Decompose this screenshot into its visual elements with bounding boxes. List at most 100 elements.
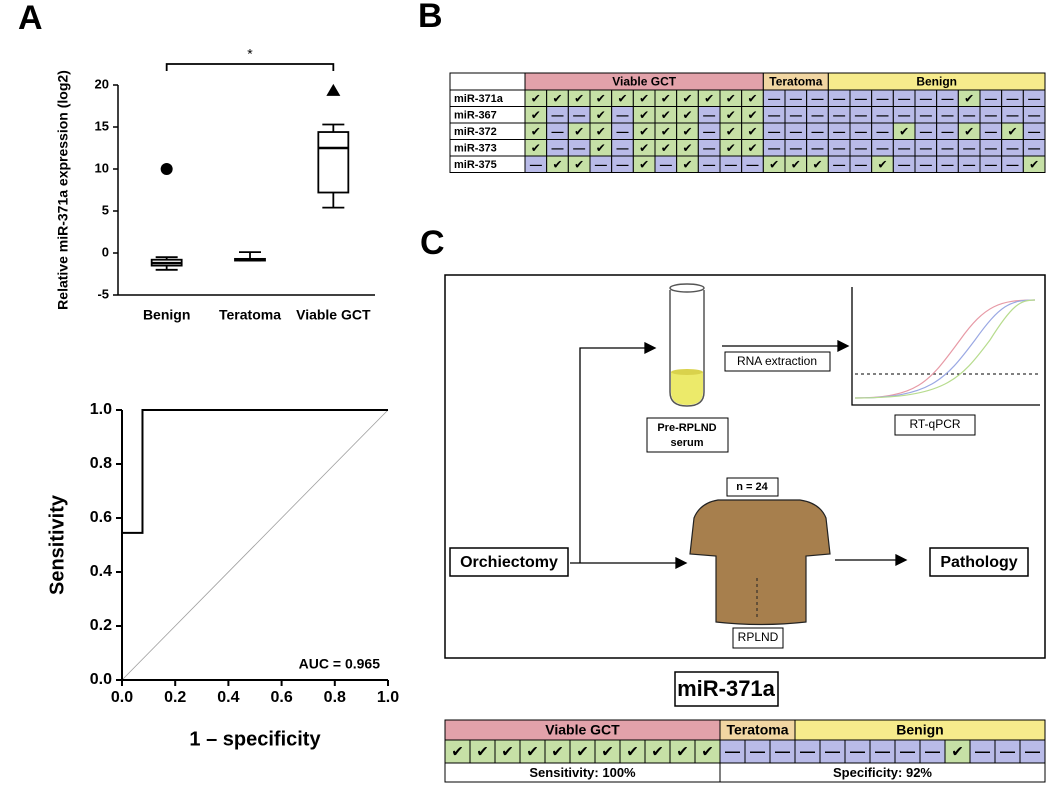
diagram-label: Pathology xyxy=(940,554,1017,571)
labels-boxes xyxy=(449,351,1029,707)
cell-symbol: — xyxy=(920,108,932,122)
cell-symbol: ✔ xyxy=(682,124,692,138)
cell-symbol: ✔ xyxy=(639,124,649,138)
x-tick-label: Viable GCT xyxy=(296,307,371,323)
cell-symbol: ✔ xyxy=(682,91,692,105)
cell-symbol: — xyxy=(942,157,954,171)
cell-symbol: — xyxy=(1028,141,1040,155)
cell-symbol: — xyxy=(573,108,585,122)
group-header: Benign xyxy=(896,722,943,738)
cell-symbol: ✔ xyxy=(964,124,974,138)
cell-symbol: — xyxy=(920,141,932,155)
cell-symbol: — xyxy=(975,743,990,760)
y-tick-label: 10 xyxy=(95,160,109,175)
cell-symbol: ✔ xyxy=(877,157,887,171)
cell-symbol: ✔ xyxy=(639,108,649,122)
cell-symbol: ✔ xyxy=(661,108,671,122)
cell-symbol: — xyxy=(617,108,629,122)
cell-symbol: ✔ xyxy=(747,108,757,122)
cell-symbol: ✔ xyxy=(726,91,736,105)
cell-symbol: ✔ xyxy=(601,743,614,760)
y-tick-label: 20 xyxy=(95,76,109,91)
cell-symbol: — xyxy=(768,108,780,122)
cell-symbol: ✔ xyxy=(676,743,689,760)
cell-symbol: ✔ xyxy=(639,91,649,105)
roc-curve xyxy=(122,409,388,534)
cell-symbol: ✔ xyxy=(531,91,541,105)
table-cell xyxy=(1022,155,1046,173)
cell-symbol: — xyxy=(942,124,954,138)
cell-symbol: ✔ xyxy=(574,157,584,171)
cell-symbol: — xyxy=(617,157,629,171)
cell-symbol: — xyxy=(725,157,737,171)
cell-symbol: — xyxy=(1028,124,1040,138)
cell-symbol: — xyxy=(1025,743,1040,760)
box xyxy=(317,131,350,194)
y-tick-label: 5 xyxy=(102,202,109,217)
cell-symbol: — xyxy=(617,124,629,138)
x-tick-label: 0.6 xyxy=(270,689,292,706)
cell-symbol: ✔ xyxy=(531,108,541,122)
cell-symbol: ✔ xyxy=(639,141,649,155)
group-header: Viable GCT xyxy=(612,75,676,89)
diagram-label: RPLND xyxy=(738,630,779,644)
panel-label: C xyxy=(420,224,445,262)
cell-symbol: — xyxy=(703,108,715,122)
cell-symbol: ✔ xyxy=(639,157,649,171)
cell-symbol: ✔ xyxy=(661,91,671,105)
cell-symbol: — xyxy=(833,141,845,155)
cell-symbol: ✔ xyxy=(704,91,714,105)
group-header: Viable GCT xyxy=(545,722,620,738)
qpcr-plot xyxy=(851,287,1040,406)
cell-symbol: — xyxy=(855,157,867,171)
arrows xyxy=(570,339,908,570)
cell-symbol: ✔ xyxy=(451,743,464,760)
cell-symbol: ✔ xyxy=(661,141,671,155)
cell-symbol: — xyxy=(750,743,765,760)
x-tick-label: Teratoma xyxy=(219,307,281,323)
y-axis-label: Sensitivity xyxy=(46,494,68,595)
diagram-label: n = 24 xyxy=(736,481,768,493)
x-axis-label: 1 – specificity xyxy=(189,728,321,750)
cell-symbol: ✔ xyxy=(617,91,627,105)
outlier xyxy=(160,163,173,175)
cell-symbol: — xyxy=(552,124,564,138)
y-tick-label: 15 xyxy=(95,118,109,133)
cell-symbol: ✔ xyxy=(791,157,801,171)
cell-symbol: — xyxy=(855,108,867,122)
cell-symbol: ✔ xyxy=(596,124,606,138)
cell-symbol: — xyxy=(1007,108,1019,122)
x-tick-label: 0.4 xyxy=(217,689,239,706)
cell-symbol: ✔ xyxy=(626,743,639,760)
cell-symbol: ✔ xyxy=(701,743,714,760)
cell-symbol: — xyxy=(920,91,932,105)
cell-symbol: ✔ xyxy=(526,743,539,760)
panel-label: B xyxy=(418,0,443,35)
y-axis-label: Relative miR-371a expression (log2) xyxy=(55,70,71,310)
cell-symbol: ✔ xyxy=(682,141,692,155)
y-tick-label: 0.0 xyxy=(90,671,112,688)
cell-symbol: — xyxy=(1007,141,1019,155)
cell-symbol: — xyxy=(963,108,975,122)
cell-symbol: — xyxy=(725,743,740,760)
cell-symbol: ✔ xyxy=(661,124,671,138)
panel-label: A xyxy=(18,0,43,37)
cell-symbol: ✔ xyxy=(726,124,736,138)
diagram-label: Pre-RPLND xyxy=(657,422,716,434)
cell-symbol: ✔ xyxy=(747,141,757,155)
cell-symbol: ✔ xyxy=(964,91,974,105)
cell-symbol: — xyxy=(985,124,997,138)
cell-symbol: ✔ xyxy=(501,743,514,760)
cell-symbol: — xyxy=(877,141,889,155)
cell-symbol: — xyxy=(812,108,824,122)
cell-symbol: — xyxy=(703,141,715,155)
cell-symbol: — xyxy=(790,124,802,138)
significance-bracket xyxy=(165,63,335,71)
cell-symbol: ✔ xyxy=(531,124,541,138)
cell-symbol: — xyxy=(617,141,629,155)
y-tick-label: 1.0 xyxy=(90,401,112,418)
cell-symbol: ✔ xyxy=(576,743,589,760)
cell-symbol: — xyxy=(703,124,715,138)
cell-symbol: ✔ xyxy=(951,743,964,760)
